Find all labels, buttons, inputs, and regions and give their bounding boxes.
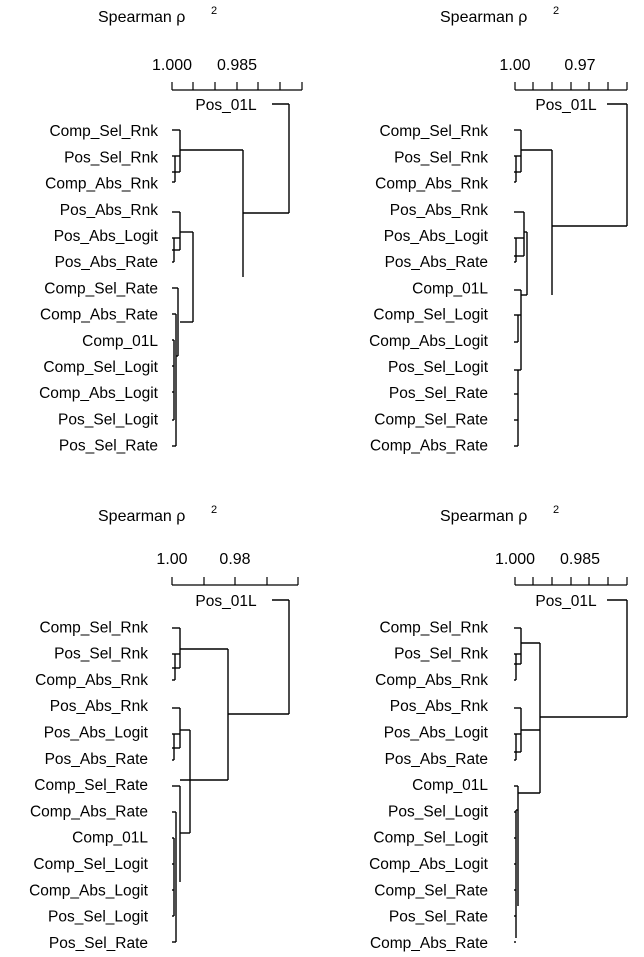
leaf-label-13: Pos_Sel_Rate <box>389 909 488 926</box>
leaf-label-4: Comp_Abs_Rnk <box>375 176 488 193</box>
leaf-label-11: Pos_Sel_Logit <box>388 359 489 376</box>
leaf-label-1: Pos_01L <box>195 593 257 610</box>
leaf-label-10: Comp_01L <box>72 830 148 847</box>
leaf-label-3: Pos_Sel_Rnk <box>54 646 148 663</box>
tick-label-1: 1.00 <box>156 551 187 568</box>
leaf-label-13: Pos_Sel_Logit <box>58 411 159 428</box>
leaf-label-5: Pos_Abs_Rnk <box>50 698 148 715</box>
leaf-label-4: Comp_Abs_Rnk <box>35 672 148 689</box>
leaf-label-14: Comp_Abs_Rate <box>370 438 488 455</box>
leaf-label-11: Comp_Sel_Logit <box>43 359 158 376</box>
leaf-label-6: Pos_Abs_Logit <box>384 725 489 742</box>
leaf-label-2: Comp_Sel_Rnk <box>39 619 148 636</box>
leaf-label-2: Comp_Sel_Rnk <box>379 123 488 140</box>
chart-title-superscript: 2 <box>211 504 217 516</box>
leaf-label-8: Comp_01L <box>412 777 488 794</box>
leaf-label-3: Pos_Sel_Rnk <box>394 646 488 663</box>
leaf-label-7: Pos_Abs_Rate <box>385 254 488 271</box>
dendrogram-panel-2: Spearman ρ 2 1.00 0.97 Pos_01L Comp_Sel_Rnk Po… <box>369 5 628 455</box>
leaf-label-2: Comp_Sel_Rnk <box>379 619 488 636</box>
leaf-label-7: Pos_Abs_Rate <box>45 751 148 768</box>
leaf-label-11: Comp_Sel_Logit <box>33 856 148 873</box>
tick-label-1: 1.000 <box>152 57 192 74</box>
chart-title: Spearman ρ <box>98 9 185 26</box>
leaf-label-9: Comp_Sel_Logit <box>373 307 488 324</box>
dendrogram-panel-4: Spearman ρ 2 1.000 0.985 Pos_01L Comp_Sel_Rnk… <box>369 504 628 952</box>
leaf-label-12: Pos_Sel_Rate <box>389 385 488 402</box>
leaf-label-1: Pos_01L <box>535 97 597 114</box>
leaf-label-12: Comp_Abs_Logit <box>29 882 149 899</box>
leaf-label-13: Comp_Sel_Rate <box>374 411 488 428</box>
chart-title-superscript: 2 <box>553 5 559 17</box>
chart-title-superscript: 2 <box>553 504 559 516</box>
leaf-label-6: Pos_Abs_Logit <box>384 228 489 245</box>
leaf-label-10: Comp_Abs_Logit <box>369 333 489 350</box>
leaf-label-6: Pos_Abs_Logit <box>44 725 149 742</box>
leaf-label-14: Comp_Abs_Rate <box>370 935 488 952</box>
leaf-label-11: Comp_Abs_Logit <box>369 856 489 873</box>
leaf-label-6: Pos_Abs_Logit <box>54 228 159 245</box>
leaf-label-13: Pos_Sel_Logit <box>48 909 149 926</box>
chart-title: Spearman ρ <box>98 508 185 525</box>
leaf-label-5: Pos_Abs_Rnk <box>60 202 158 219</box>
leaf-label-9: Comp_Abs_Rate <box>40 307 158 324</box>
tick-label-2: 0.98 <box>219 551 250 568</box>
tick-label-2: 0.985 <box>560 551 600 568</box>
chart-title: Spearman ρ <box>440 9 527 26</box>
tick-label-1: 1.000 <box>495 551 535 568</box>
leaf-label-10: Comp_Sel_Logit <box>373 830 488 847</box>
leaf-label-4: Comp_Abs_Rnk <box>375 672 488 689</box>
tick-label-2: 0.985 <box>217 57 257 74</box>
leaf-label-14: Pos_Sel_Rate <box>49 935 148 952</box>
dendrogram-panel-3: Spearman ρ 2 1.00 0.98 Pos_01L Comp_Sel_Rnk Po… <box>29 504 299 952</box>
leaf-label-5: Pos_Abs_Rnk <box>390 202 488 219</box>
leaf-label-4: Comp_Abs_Rnk <box>45 176 158 193</box>
leaf-label-12: Comp_Sel_Rate <box>374 882 488 899</box>
leaf-label-9: Pos_Sel_Logit <box>388 803 489 820</box>
dendrogram-panel-1: Spearman ρ 2 1.000 0.985 Pos_01L Comp_Sel_Rnk… <box>39 5 303 455</box>
leaf-label-5: Pos_Abs_Rnk <box>390 698 488 715</box>
leaf-label-1: Pos_01L <box>535 593 597 610</box>
chart-title: Spearman ρ <box>440 508 527 525</box>
leaf-label-2: Comp_Sel_Rnk <box>49 123 158 140</box>
leaf-label-14: Pos_Sel_Rate <box>59 438 158 455</box>
leaf-label-12: Comp_Abs_Logit <box>39 385 159 402</box>
leaf-label-9: Comp_Abs_Rate <box>30 803 148 820</box>
leaf-label-7: Pos_Abs_Rate <box>385 751 488 768</box>
leaf-label-7: Pos_Abs_Rate <box>55 254 158 271</box>
tick-label-1: 1.00 <box>499 57 530 74</box>
tick-label-2: 0.97 <box>564 57 595 74</box>
leaf-label-8: Comp_01L <box>412 280 488 297</box>
chart-title-superscript: 2 <box>211 5 217 17</box>
leaf-label-8: Comp_Sel_Rate <box>34 777 148 794</box>
leaf-label-8: Comp_Sel_Rate <box>44 280 158 297</box>
leaf-label-3: Pos_Sel_Rnk <box>394 149 488 166</box>
leaf-label-10: Comp_01L <box>82 333 158 350</box>
leaf-label-3: Pos_Sel_Rnk <box>64 149 158 166</box>
leaf-label-1: Pos_01L <box>195 97 257 114</box>
